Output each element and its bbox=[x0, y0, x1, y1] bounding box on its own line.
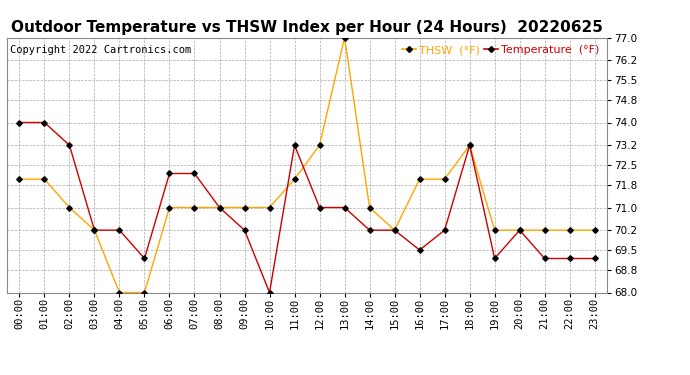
Legend: THSW  (°F), Temperature  (°F): THSW (°F), Temperature (°F) bbox=[400, 43, 602, 57]
Text: Copyright 2022 Cartronics.com: Copyright 2022 Cartronics.com bbox=[10, 45, 191, 55]
Title: Outdoor Temperature vs THSW Index per Hour (24 Hours)  20220625: Outdoor Temperature vs THSW Index per Ho… bbox=[11, 20, 603, 35]
